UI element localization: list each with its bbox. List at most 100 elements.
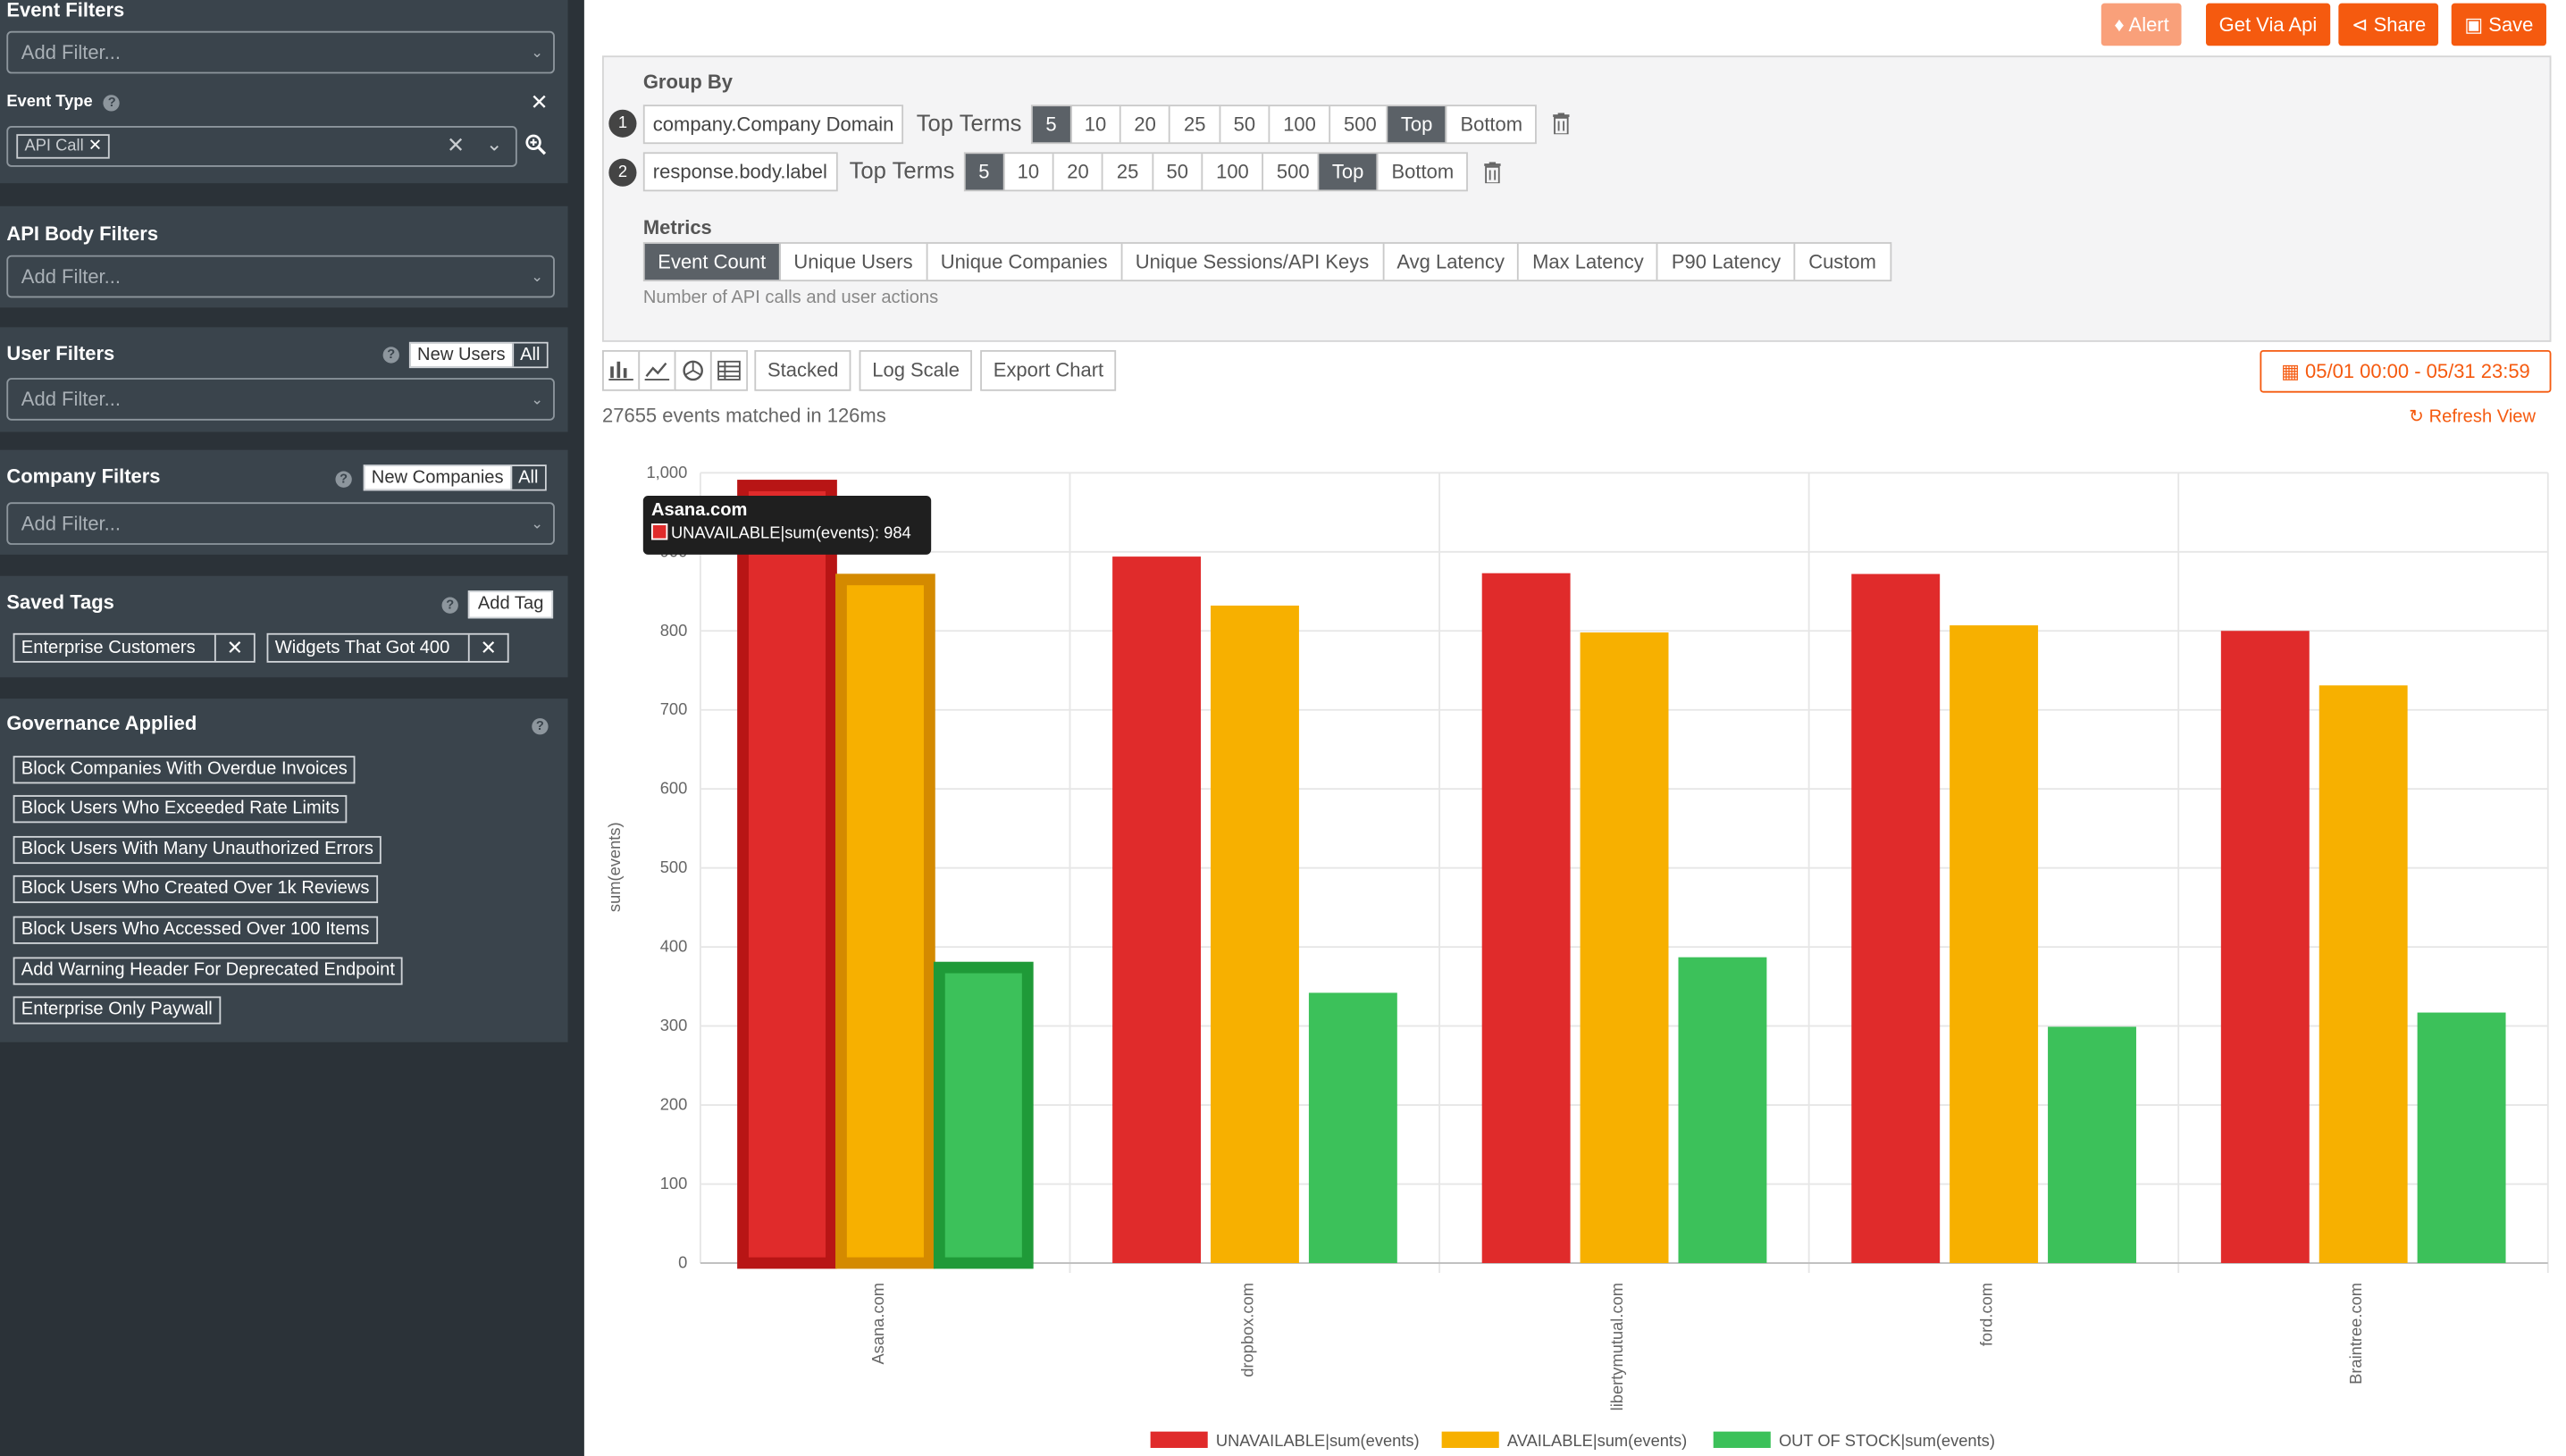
help-icon[interactable]: ? <box>532 718 549 735</box>
metric-option[interactable]: Avg Latency <box>1384 243 1520 280</box>
metric-option[interactable]: Unique Companies <box>927 243 1123 280</box>
size-option[interactable]: 100 <box>1270 106 1331 143</box>
zoom-in-icon[interactable] <box>525 134 547 155</box>
trash-icon[interactable] <box>1551 113 1571 135</box>
size-option[interactable]: 50 <box>1153 154 1203 190</box>
size-option[interactable]: 10 <box>1071 106 1121 143</box>
user-filters-title: User Filters <box>6 341 115 365</box>
size-option[interactable]: 10 <box>1004 154 1054 190</box>
company-filter-toggle[interactable]: New Companies All <box>363 464 547 491</box>
user-filter-placeholder: Add Filter... <box>21 388 121 411</box>
group-field-select[interactable]: company.Company Domain <box>642 105 904 145</box>
event-filter-select[interactable]: Add Filter... ⌄ <box>6 30 555 74</box>
remove-tag-icon[interactable]: ✕ <box>467 634 507 661</box>
saved-tag-label: Enterprise Customers <box>21 638 196 658</box>
size-option[interactable]: 25 <box>1103 154 1153 190</box>
all-companies-toggle[interactable]: All <box>509 466 545 490</box>
order-option[interactable]: Top <box>1388 106 1447 143</box>
log-scale-button[interactable]: Log Scale <box>859 349 973 391</box>
governance-rule[interactable]: Block Users With Many Unauthorized Error… <box>13 835 382 865</box>
help-icon[interactable]: ? <box>104 95 121 112</box>
governance-rule[interactable]: Block Users Who Exceeded Rate Limits <box>13 795 348 824</box>
term-size-selector[interactable]: 5 10 20 25 50 100 500 <box>1030 105 1392 145</box>
trash-icon[interactable] <box>1482 162 1502 184</box>
refresh-icon: ↻ <box>2409 407 2425 428</box>
size-option[interactable]: 50 <box>1220 106 1270 143</box>
size-option[interactable]: 20 <box>1054 154 1104 190</box>
help-icon[interactable]: ? <box>441 597 458 614</box>
chip-remove-icon[interactable]: ✕ <box>88 137 103 156</box>
chart-tooltip: Asana.com UNAVAILABLE|sum(events): 984 <box>642 495 932 555</box>
bar <box>2048 1026 2136 1263</box>
pie-chart-icon[interactable] <box>674 349 712 391</box>
add-tag-button[interactable]: Add Tag <box>467 590 554 619</box>
group-field-select[interactable]: response.body.label <box>642 152 837 192</box>
size-option[interactable]: 100 <box>1203 154 1264 190</box>
metrics-title: Metrics <box>642 215 712 239</box>
saved-tag[interactable]: Widgets That Got 400 ✕ <box>266 632 509 663</box>
bar <box>835 573 935 1269</box>
y-tick-label: 800 <box>660 621 688 640</box>
order-selector[interactable]: Top Bottom <box>1317 152 1469 192</box>
refresh-view-link[interactable]: ↻ Refresh View <box>2409 407 2537 428</box>
share-button[interactable]: ⊲ Share <box>2338 3 2439 46</box>
company-filter-select[interactable]: Add Filter... ⌄ <box>6 502 555 545</box>
order-option[interactable]: Bottom <box>1460 113 1523 137</box>
group-by-panel: Group By 1 company.Company Domain Top Te… <box>602 55 2552 342</box>
governance-rule[interactable]: Block Companies With Overdue Invoices <box>13 756 356 784</box>
new-companies-toggle[interactable]: New Companies <box>365 466 510 490</box>
saved-tag[interactable]: Enterprise Customers ✕ <box>13 632 256 663</box>
x-tick-label: Braintree.com <box>2346 1283 2365 1385</box>
term-size-selector[interactable]: 5 10 20 25 50 100 500 <box>963 152 1325 192</box>
user-filter-toggle[interactable]: New Users All <box>408 341 549 369</box>
table-icon[interactable] <box>709 349 749 391</box>
metrics-selector[interactable]: Event Count Unique Users Unique Companie… <box>642 242 1891 282</box>
size-option[interactable]: 500 <box>1344 113 1377 137</box>
all-users-toggle[interactable]: All <box>511 343 547 367</box>
save-button[interactable]: ▣ Save <box>2451 3 2547 46</box>
get-via-api-button[interactable]: Get Via Api <box>2205 3 2330 46</box>
bar-chart: 01002003004005006007008009001,000Asana.c… <box>605 463 2549 1450</box>
governance-rule[interactable]: Enterprise Only Paywall <box>13 996 221 1025</box>
order-option[interactable]: Top <box>1319 154 1379 190</box>
api-body-filter-select[interactable]: Add Filter... ⌄ <box>6 255 555 298</box>
governance-rule[interactable]: Block Users Who Accessed Over 100 Items <box>13 916 378 944</box>
order-option[interactable]: Bottom <box>1391 160 1455 184</box>
remove-tag-icon[interactable]: ✕ <box>214 634 254 661</box>
metric-option[interactable]: Custom <box>1808 250 1876 273</box>
chevron-down-icon[interactable]: ⌄ <box>485 132 503 156</box>
export-chart-button[interactable]: Export Chart <box>980 349 1117 391</box>
y-tick-label: 700 <box>660 699 688 718</box>
order-selector[interactable]: Top Bottom <box>1386 105 1538 145</box>
metric-option[interactable]: Max Latency <box>1519 243 1659 280</box>
legend-label: OUT OF STOCK|sum(events) <box>1779 1431 1995 1450</box>
governance-rule[interactable]: Block Users Who Created Over 1k Reviews <box>13 874 378 904</box>
help-icon[interactable]: ? <box>335 471 352 488</box>
line-chart-icon[interactable] <box>638 349 676 391</box>
floppy-icon: ▣ <box>2464 13 2484 37</box>
alert-button[interactable]: ♦ Alert <box>2101 3 2183 46</box>
governance-rule[interactable]: Add Warning Header For Deprecated Endpoi… <box>13 957 404 985</box>
bar <box>1481 573 1571 1263</box>
bar-chart-icon[interactable] <box>602 349 641 391</box>
stacked-button[interactable]: Stacked <box>754 349 852 391</box>
user-filter-select[interactable]: Add Filter... ⌄ <box>6 378 555 421</box>
clear-icon[interactable]: ✕ <box>447 132 465 157</box>
date-range-button[interactable]: ▦ 05/01 00:00 - 05/31 23:59 <box>2260 349 2552 393</box>
size-option[interactable]: 20 <box>1121 106 1171 143</box>
metric-option[interactable]: Event Count <box>644 243 781 280</box>
metric-option[interactable]: Unique Sessions/API Keys <box>1122 243 1384 280</box>
size-option[interactable]: 25 <box>1170 106 1220 143</box>
help-icon[interactable]: ? <box>382 347 399 364</box>
close-icon[interactable]: ✕ <box>530 89 549 115</box>
new-users-toggle[interactable]: New Users <box>410 343 512 367</box>
bar <box>737 480 837 1269</box>
size-option[interactable]: 5 <box>965 154 1005 190</box>
event-type-select[interactable]: API Call ✕ ✕ ⌄ <box>6 126 517 167</box>
size-option[interactable]: 500 <box>1276 160 1310 184</box>
group-by-title: Group By <box>642 70 733 94</box>
metric-option[interactable]: Unique Users <box>781 243 928 280</box>
api-body-filters-title: API Body Filters <box>6 222 159 246</box>
size-option[interactable]: 5 <box>1032 106 1072 143</box>
metric-option[interactable]: P90 Latency <box>1658 243 1796 280</box>
